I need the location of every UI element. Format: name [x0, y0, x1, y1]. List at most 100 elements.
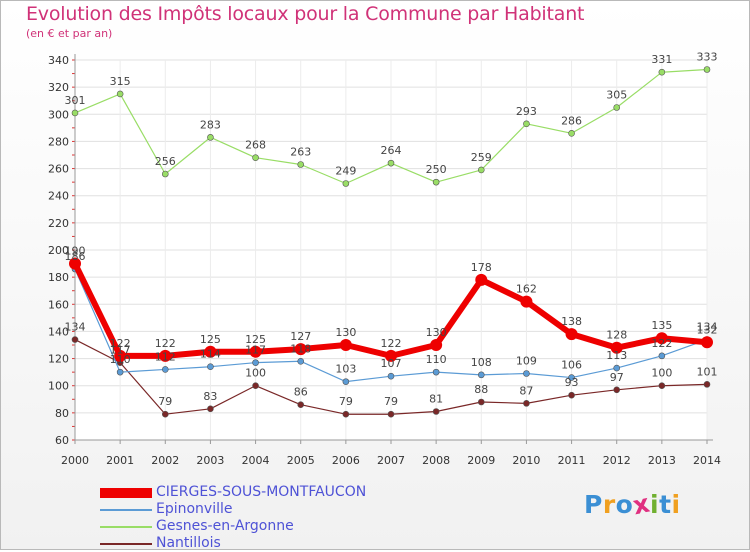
data-label: 112 — [155, 350, 176, 363]
y-tick-label: 320 — [48, 81, 69, 94]
x-tick-label: 2004 — [242, 454, 270, 467]
data-label: 128 — [606, 329, 627, 342]
data-label: 122 — [651, 337, 672, 350]
data-point — [610, 341, 623, 354]
data-point — [432, 408, 440, 415]
data-label: 87 — [519, 384, 533, 397]
y-tick-label: 240 — [48, 190, 69, 203]
data-point — [207, 363, 214, 371]
data-point — [477, 166, 485, 174]
proxiti-logo[interactable]: Proxiti — [584, 489, 681, 521]
data-point — [342, 180, 350, 187]
data-label: 134 — [697, 321, 718, 334]
y-tick-label: 100 — [48, 380, 69, 393]
data-point — [568, 129, 575, 137]
data-label: 250 — [426, 163, 447, 176]
data-point — [252, 154, 259, 162]
data-label: 106 — [561, 359, 582, 372]
data-point — [387, 372, 395, 380]
data-label: 83 — [203, 390, 217, 403]
y-tick-label: 300 — [48, 108, 69, 121]
data-label: 135 — [651, 319, 672, 332]
data-point — [114, 349, 127, 362]
data-point — [161, 410, 169, 418]
data-label: 103 — [335, 363, 356, 376]
data-point — [342, 378, 350, 385]
logo-letter: r — [602, 490, 616, 519]
data-label: 110 — [110, 353, 131, 366]
data-label: 117 — [245, 344, 266, 357]
legend-item: Epinonville — [100, 501, 420, 518]
legend-swatch — [100, 543, 152, 545]
line-chart: 60 80 100 120 140 160 180 200 220 240 260 280 300 320… — [48, 51, 721, 468]
data-label: 108 — [471, 356, 492, 369]
data-label: 305 — [606, 89, 627, 102]
x-tick-label: 2006 — [332, 454, 360, 467]
legend-label: CIERGES-SOUS-MONTFAUCON — [156, 484, 367, 500]
data-label: 134 — [65, 321, 86, 334]
data-point — [297, 401, 305, 409]
data-point — [523, 370, 530, 377]
data-point — [69, 257, 81, 270]
data-label: 117 — [110, 344, 131, 357]
data-label: 331 — [651, 53, 672, 66]
data-point — [703, 66, 711, 73]
data-label: 162 — [516, 283, 537, 296]
y-tick-label: 260 — [48, 163, 69, 176]
data-point — [71, 109, 79, 117]
data-label: 190 — [65, 245, 86, 258]
y-tick-label: 180 — [48, 271, 69, 284]
legend-swatch — [100, 526, 152, 528]
data-label: 315 — [110, 75, 131, 88]
data-point — [385, 349, 397, 362]
data-label: 79 — [158, 395, 172, 408]
data-point — [252, 382, 259, 390]
y-tick-label: 140 — [48, 325, 69, 338]
y-tick-label: 80 — [55, 407, 69, 420]
x-tick-label: 2002 — [151, 454, 179, 467]
logo-letter: i — [650, 490, 660, 519]
data-point — [249, 345, 262, 358]
x-tick-label: 2007 — [377, 454, 405, 467]
legend-label: Epinonville — [156, 501, 233, 517]
data-point — [477, 371, 485, 379]
y-tick-label: 220 — [48, 217, 69, 230]
data-label: 268 — [245, 139, 266, 152]
data-point — [565, 328, 578, 341]
data-label: 130 — [335, 326, 356, 339]
data-point — [523, 120, 530, 128]
data-point — [658, 382, 666, 390]
data-label: 93 — [565, 376, 579, 389]
data-point — [252, 359, 259, 366]
data-point — [297, 357, 305, 365]
data-point — [339, 339, 352, 351]
data-point — [568, 391, 575, 399]
chart-title: Evolution des Impôts locaux pour la Comm… — [26, 3, 585, 25]
data-point — [342, 410, 350, 418]
data-point — [387, 159, 395, 167]
data-point — [161, 366, 169, 373]
data-label: 97 — [610, 371, 624, 384]
data-point — [204, 345, 217, 358]
data-label: 122 — [155, 337, 176, 350]
y-tick-label: 200 — [48, 244, 69, 257]
y-tick-label: 120 — [48, 353, 69, 366]
logo-letter: o — [615, 490, 634, 519]
data-label: 125 — [245, 333, 266, 346]
data-point — [658, 352, 666, 360]
x-tick-label: 2005 — [287, 454, 315, 467]
data-label: 107 — [381, 357, 402, 370]
x-tick-label: 2014 — [693, 454, 721, 467]
data-label: 114 — [200, 348, 221, 361]
data-label: 88 — [474, 383, 488, 396]
legend-swatch — [100, 488, 152, 498]
chart-subtitle: (en € et par an) — [26, 27, 113, 40]
data-point — [159, 349, 172, 362]
legend-label: Gesnes-en-Argonne — [156, 518, 294, 534]
data-label: 122 — [110, 337, 131, 350]
x-tick-label: 2000 — [61, 454, 89, 467]
data-point — [477, 398, 485, 406]
data-point — [703, 381, 711, 388]
data-label: 79 — [384, 395, 398, 408]
data-label: 249 — [335, 165, 356, 178]
